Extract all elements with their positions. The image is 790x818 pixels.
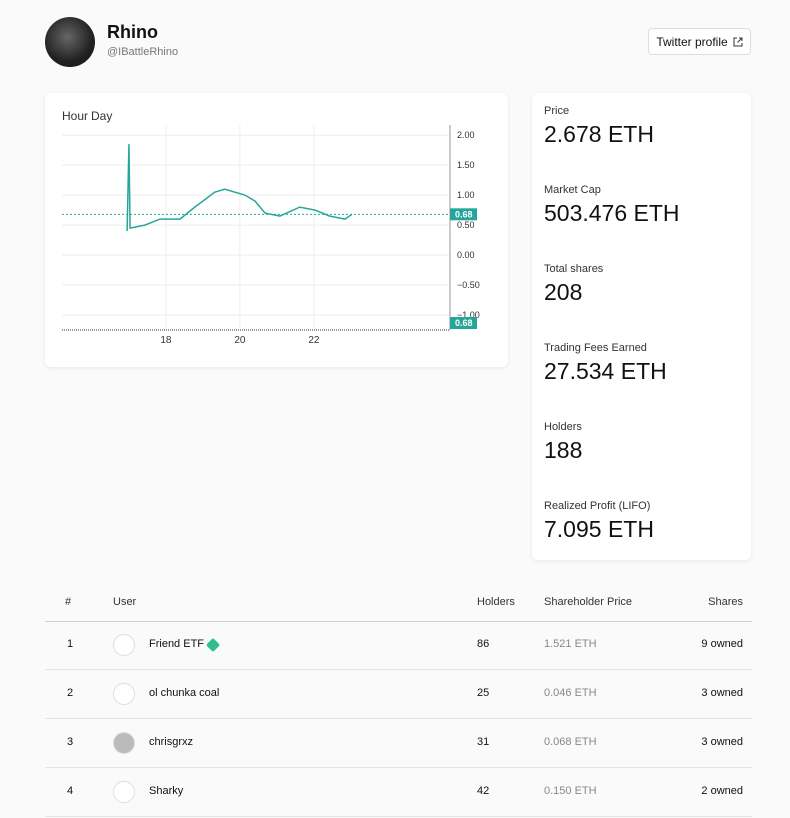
cell: 3 (67, 736, 74, 748)
cell: Friend ETF (149, 638, 205, 650)
row-divider (45, 767, 752, 768)
column-header: Shares (708, 596, 743, 608)
twitter-button[interactable]: Twitter profile (648, 28, 751, 55)
x-tick-label: 20 (234, 335, 246, 346)
cell: 3 owned (701, 687, 743, 699)
row-divider (45, 669, 752, 670)
interval-button: Hour (62, 109, 88, 123)
cell: 3 owned (701, 736, 743, 748)
profile-name: Rhino (107, 22, 158, 42)
stat: Price 2.678 ETH (544, 105, 654, 148)
stat-value: 27.534 ETH (544, 358, 667, 384)
user-avatar (113, 732, 135, 754)
y-tick-label: 0.50 (457, 220, 475, 230)
cell: 2 (67, 687, 74, 699)
stat-value: 7.095 ETH (544, 516, 654, 542)
stat-value: 188 (544, 437, 583, 463)
x-tick-label: 18 (160, 335, 172, 346)
stat: Total shares 208 (544, 263, 603, 306)
button-label: Twitter profile (656, 34, 728, 49)
stat-value: 2.678 ETH (544, 121, 654, 147)
verified-badge (205, 637, 221, 653)
column-header: # (65, 596, 72, 608)
x-tick-label: 22 (308, 335, 320, 346)
cell: ol chunka coal (149, 687, 220, 699)
stat-label: Total shares (544, 263, 604, 275)
column-header: Shareholder Price (544, 596, 633, 608)
stat-label: Market Cap (544, 184, 601, 196)
user-avatar (113, 634, 135, 656)
stat: Realized Profit (LIFO) 7.095 ETH (544, 500, 654, 543)
row-divider (45, 816, 752, 817)
y-tick-label: −0.50 (457, 280, 480, 290)
avatar (45, 17, 95, 67)
cell: 42 (477, 785, 490, 797)
cell: 0.046 ETH (544, 687, 597, 699)
chart: Hour Day 2.00 1.50 1.00 0.50 0.00 −0.50 −1.00 18 2… (62, 109, 480, 346)
y-tick-label: 1.00 (457, 190, 475, 200)
chart-card: Hour Day 2.00 1.50 1.00 0.50 0.00 −0.50 −1.00 18 2… (45, 93, 508, 367)
stat-label: Holders (544, 421, 582, 433)
stat: Holders 188 (544, 421, 582, 464)
stat: Trading Fees Earned 27.534 ETH (544, 342, 667, 385)
user-avatar (113, 683, 135, 705)
stat-label: Realized Profit (LIFO) (544, 500, 651, 512)
price-label-box (450, 317, 477, 329)
cell: 2 owned (701, 785, 743, 797)
interval-button: Day (91, 109, 112, 123)
price-line (126, 144, 353, 232)
cell: Sharky (149, 785, 184, 797)
stat: Market Cap 503.476 ETH (544, 184, 680, 227)
cell: 1 (67, 638, 74, 650)
user-avatar (113, 781, 135, 803)
cell: 9 owned (701, 638, 743, 650)
stat-label: Price (544, 105, 570, 117)
price-label: 0.68 (455, 318, 473, 328)
y-tick-label: 0.00 (457, 250, 475, 260)
stat-label: Trading Fees Earned (544, 342, 647, 354)
cell: 0.150 ETH (544, 785, 597, 797)
cell: 31 (477, 736, 490, 748)
stats-card: Price 2.678 ETH Market Cap 503.476 ETH Total… (532, 93, 751, 560)
stat-value: 503.476 ETH (544, 200, 680, 226)
y-tick-label: 1.50 (457, 160, 475, 170)
column-header: Holders (477, 596, 515, 608)
cell: 1.521 ETH (544, 638, 597, 650)
y-tick-label: −1.00 (457, 310, 480, 320)
column-header: User (113, 596, 137, 608)
cell: 4 (67, 785, 74, 797)
price-label: 0.68 (455, 209, 473, 219)
cell: 0.068 ETH (544, 736, 597, 748)
cell: 25 (477, 687, 490, 699)
stat-value: 208 (544, 279, 583, 305)
cell: chrisgrxz (149, 736, 194, 748)
header-divider (45, 621, 752, 622)
external-icon (733, 37, 743, 46)
cell: 86 (477, 638, 490, 650)
profile-handle: @IBattleRhino (107, 46, 179, 58)
price-label-box (450, 208, 477, 221)
y-tick-label: 2.00 (457, 130, 475, 140)
row-divider (45, 718, 752, 719)
